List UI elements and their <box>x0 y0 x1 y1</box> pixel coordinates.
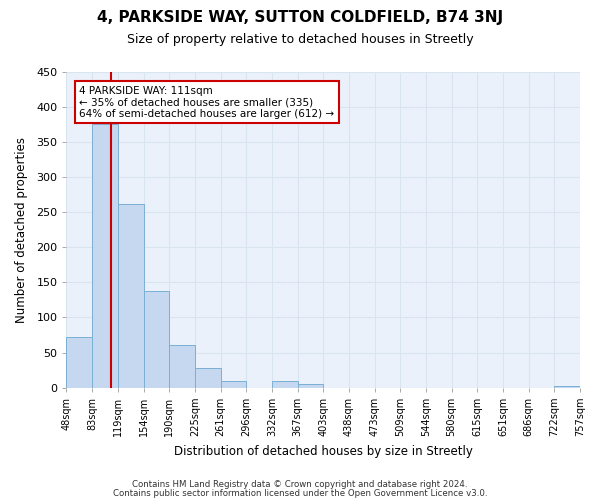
Text: 4 PARKSIDE WAY: 111sqm
← 35% of detached houses are smaller (335)
64% of semi-de: 4 PARKSIDE WAY: 111sqm ← 35% of detached… <box>79 86 334 119</box>
Bar <box>92 124 118 388</box>
Bar <box>298 384 323 388</box>
Bar <box>143 292 169 388</box>
Bar <box>118 204 143 388</box>
Text: 4, PARKSIDE WAY, SUTTON COLDFIELD, B74 3NJ: 4, PARKSIDE WAY, SUTTON COLDFIELD, B74 3… <box>97 10 503 25</box>
Text: Contains HM Land Registry data © Crown copyright and database right 2024.: Contains HM Land Registry data © Crown c… <box>132 480 468 489</box>
Bar <box>554 386 580 388</box>
Text: Size of property relative to detached houses in Streetly: Size of property relative to detached ho… <box>127 32 473 46</box>
X-axis label: Distribution of detached houses by size in Streetly: Distribution of detached houses by size … <box>174 444 473 458</box>
Bar <box>221 380 246 388</box>
Bar <box>67 337 92 388</box>
Text: Contains public sector information licensed under the Open Government Licence v3: Contains public sector information licen… <box>113 488 487 498</box>
Y-axis label: Number of detached properties: Number of detached properties <box>15 136 28 322</box>
Bar <box>272 380 298 388</box>
Bar <box>169 346 195 388</box>
Bar <box>195 368 221 388</box>
